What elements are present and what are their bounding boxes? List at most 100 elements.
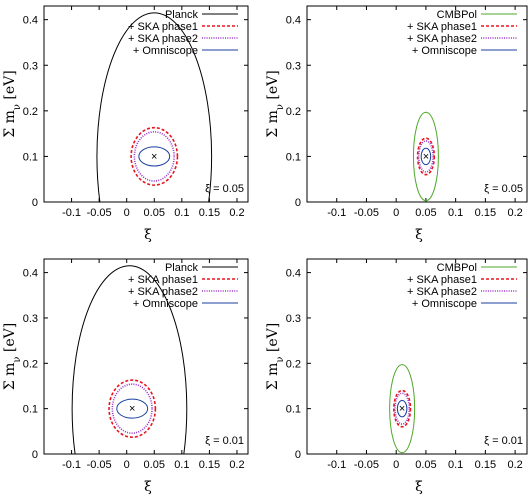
x-tick-label: 0 bbox=[124, 459, 130, 471]
x-tick-label: 0.2 bbox=[507, 459, 522, 471]
y-tick-label: 0.3 bbox=[23, 60, 38, 72]
legend-label-2: + SKA phase2 bbox=[128, 33, 198, 45]
legend-label-1: + SKA phase1 bbox=[407, 274, 477, 286]
legend-label-1: + SKA phase1 bbox=[407, 21, 477, 33]
x-tick-label: -0.1 bbox=[62, 459, 81, 471]
x-tick-label: 0.2 bbox=[229, 207, 244, 219]
y-tick-label: 0.3 bbox=[23, 313, 38, 325]
x-tick-label: 0.1 bbox=[448, 207, 463, 219]
legend-label-3: + Omniscope bbox=[133, 298, 198, 310]
contour-3 bbox=[420, 147, 432, 166]
legend-label-3: + Omniscope bbox=[133, 45, 198, 57]
x-tick-label: 0.05 bbox=[415, 207, 436, 219]
y-tick-label: 0.2 bbox=[286, 106, 301, 118]
legend-label-2: + SKA phase2 bbox=[128, 286, 198, 298]
fiducial-marker: × bbox=[399, 403, 405, 415]
contour-3 bbox=[116, 398, 149, 419]
plot-area bbox=[412, 111, 439, 202]
x-axis-label: ξ bbox=[144, 479, 152, 495]
contour-1 bbox=[108, 379, 157, 439]
x-tick-label: 0.1 bbox=[174, 207, 189, 219]
legend-label-2: + SKA phase2 bbox=[407, 33, 477, 45]
legend-label-1: + SKA phase1 bbox=[128, 21, 198, 33]
contour-2 bbox=[417, 140, 434, 173]
contour-1 bbox=[393, 389, 412, 428]
panel-bottom-right: -0.1 -0.05 0 0.05 0.1 0.15 0.2 0 0.1 0.2 0.3 0.4 ξ Σ … bbox=[265, 258, 528, 495]
y-tick-label: 0.2 bbox=[286, 358, 301, 370]
plot-area bbox=[389, 364, 416, 454]
contour-1 bbox=[130, 126, 179, 186]
legend-label-3: + Omniscope bbox=[412, 45, 477, 57]
x-tick-label: -0.05 bbox=[87, 207, 112, 219]
x-tick-label: -0.1 bbox=[62, 207, 81, 219]
fiducial-marker: × bbox=[151, 151, 157, 163]
x-tick-label: -0.1 bbox=[327, 459, 346, 471]
x-tick-label: 0.2 bbox=[229, 459, 244, 471]
legend-label-3: + Omniscope bbox=[412, 298, 477, 310]
x-tick-label: 0.1 bbox=[174, 459, 189, 471]
panel-bottom-left: -0.1 -0.05 0 0.05 0.1 0.15 0.2 0 0.1 0.2 0.3 0.4 ξ Σ … bbox=[2, 258, 249, 495]
plot-frame bbox=[306, 258, 528, 455]
x-tick-label: 0.15 bbox=[475, 207, 496, 219]
contour-1 bbox=[416, 137, 436, 176]
xi-annotation: ξ = 0.05 bbox=[205, 183, 244, 195]
y-tick-label: 0.4 bbox=[23, 268, 38, 280]
y-tick-label: 0.3 bbox=[286, 313, 301, 325]
x-axis-label: ξ bbox=[415, 227, 423, 243]
x-tick-label: 0 bbox=[393, 459, 399, 471]
x-tick-label: 0.05 bbox=[144, 207, 165, 219]
x-tick-label: 0.1 bbox=[448, 459, 463, 471]
x-axis-label: ξ bbox=[144, 227, 152, 243]
y-tick-label: 0 bbox=[295, 197, 301, 209]
plot-frame bbox=[43, 258, 249, 455]
y-tick-label: 0.2 bbox=[23, 106, 38, 118]
x-tick-label: 0 bbox=[393, 207, 399, 219]
contour-2 bbox=[394, 392, 411, 425]
x-tick-label: -0.05 bbox=[354, 207, 379, 219]
x-tick-label: -0.05 bbox=[354, 459, 379, 471]
contour-2 bbox=[111, 383, 153, 434]
contour-3 bbox=[138, 146, 171, 167]
y-axis-label: Σ mν [eV] bbox=[2, 70, 23, 138]
y-tick-label: 0.3 bbox=[286, 60, 301, 72]
x-tick-label: 0.2 bbox=[507, 207, 522, 219]
y-tick-label: 0.4 bbox=[286, 268, 301, 280]
y-axis-label: Σ mν [eV] bbox=[265, 70, 286, 138]
y-tick-label: 0.1 bbox=[286, 151, 301, 163]
x-tick-label: 0.15 bbox=[199, 207, 220, 219]
xi-annotation: ξ = 0.01 bbox=[205, 435, 244, 447]
fiducial-marker: × bbox=[423, 151, 429, 163]
legend-label-0: Planck bbox=[165, 9, 199, 21]
y-tick-label: 0.2 bbox=[23, 358, 38, 370]
x-tick-label: -0.1 bbox=[327, 207, 346, 219]
x-tick-label: -0.05 bbox=[87, 459, 112, 471]
panel-top-left: -0.1 -0.05 0 0.05 0.1 0.15 0.2 0 0.1 0.2 0.3 0.4 ξ Σ … bbox=[2, 5, 249, 243]
y-tick-label: 0.1 bbox=[286, 404, 301, 416]
plot-area bbox=[71, 265, 188, 454]
contour-0 bbox=[71, 265, 188, 454]
x-tick-label: 0 bbox=[124, 207, 130, 219]
legend-label-0: Planck bbox=[165, 262, 199, 274]
xi-annotation: ξ = 0.01 bbox=[484, 435, 523, 447]
contour-0 bbox=[412, 111, 439, 202]
legend-label-0: CMBPol bbox=[437, 9, 477, 21]
plot-frame bbox=[306, 5, 528, 203]
legend-label-0: CMBPol bbox=[437, 262, 477, 274]
contour-2 bbox=[133, 131, 175, 182]
x-tick-label: 0.05 bbox=[144, 459, 165, 471]
x-axis-label: ξ bbox=[415, 479, 423, 495]
contour-0 bbox=[96, 12, 213, 202]
y-tick-label: 0.1 bbox=[23, 404, 38, 416]
x-tick-label: 0.15 bbox=[475, 459, 496, 471]
y-tick-label: 0.1 bbox=[23, 151, 38, 163]
legend-label-1: + SKA phase1 bbox=[128, 274, 198, 286]
x-tick-label: 0.05 bbox=[415, 459, 436, 471]
x-tick-label: 0.15 bbox=[199, 459, 220, 471]
contour-0 bbox=[389, 364, 416, 454]
plot-area bbox=[96, 12, 213, 202]
y-tick-label: 0 bbox=[32, 449, 38, 461]
y-tick-label: 0.4 bbox=[286, 15, 301, 27]
y-tick-label: 0 bbox=[295, 449, 301, 461]
legend-label-2: + SKA phase2 bbox=[407, 286, 477, 298]
